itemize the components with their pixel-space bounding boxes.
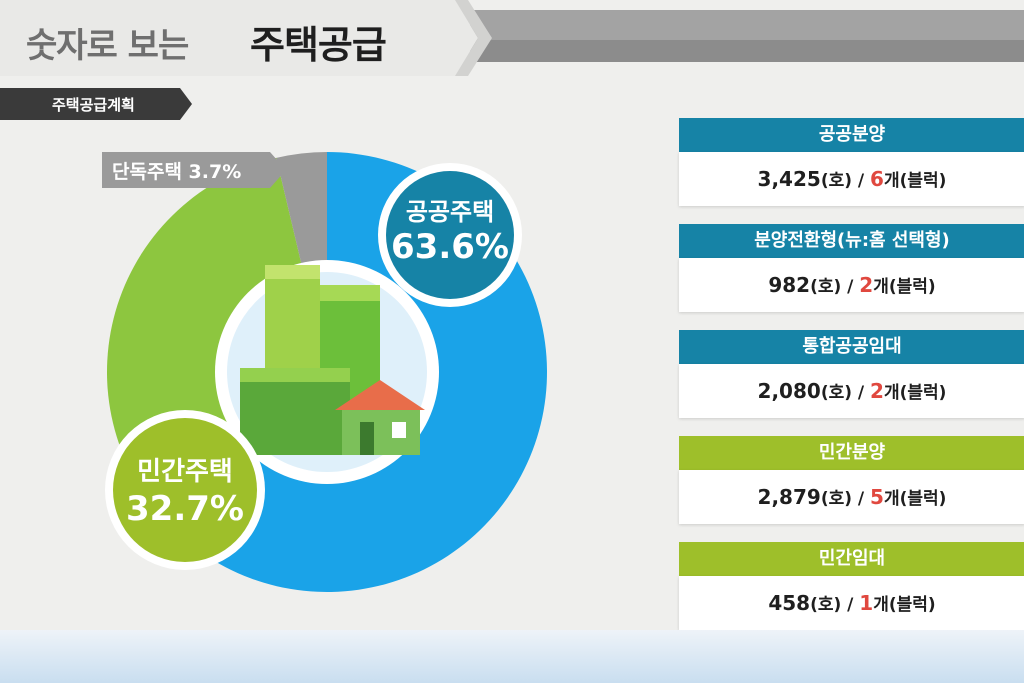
title-prefix: 숫자로 보는 [26,26,189,66]
supply-block-value: 458(호) / 1개(블럭) [679,576,1024,630]
supply-block-title: 민간임대 [679,542,1024,576]
supply-block: 공공분양 3,425(호) / 6개(블럭) [679,118,1024,206]
public-housing-percent: 63.6% [391,227,509,267]
block-count: 5 [870,485,884,509]
section-tab-shape [0,88,192,120]
section-tab: 주택공급계획 [0,88,192,120]
supply-block-value: 982(호) / 2개(블럭) [679,258,1024,312]
block-count: 2 [859,273,874,297]
block-count: 6 [870,167,884,191]
detached-housing-label: 단독주택 3.7% [112,161,241,183]
private-housing-percent: 32.7% [126,489,244,529]
count-suffix: 개(블럭) [873,595,936,615]
supply-block-value: 2,080(호) / 2개(블럭) [679,364,1024,418]
private-housing-callout: 민간주택 32.7% [105,410,265,570]
units-suffix: (호) / [820,383,871,403]
section-tab-label: 주택공급계획 [52,96,135,114]
block-count: 2 [870,379,884,403]
header-banner: 숫자로 보는 주택공급 [0,0,1024,80]
units-value: 2,080 [757,379,821,403]
supply-block-title: 민간분양 [679,436,1024,470]
supply-block-title: 공공분양 [679,118,1024,152]
units-value: 458 [768,591,811,615]
page-title: 주택공급 [250,23,387,67]
supply-block-title: 통합공공임대 [679,330,1024,364]
units-value: 982 [768,273,811,297]
units-suffix: (호) / [820,171,871,191]
units-suffix: (호) / [810,595,860,615]
housing-supply-donut-chart: 공공주택 63.6% 민간주택 32.7% 단독주택 3.7% [80,140,600,610]
units-value: 2,879 [757,485,821,509]
supply-block-title: 분양전환형(뉴:홈 선택형) [679,224,1024,258]
donut-svg: 공공주택 63.6% 민간주택 32.7% 단독주택 3.7% [102,152,547,592]
block-count: 1 [859,591,874,615]
supply-block: 민간분양 2,879(호) / 5개(블럭) [679,436,1024,524]
public-housing-callout: 공공주택 63.6% [378,163,522,307]
supply-block-value: 3,425(호) / 6개(블럭) [679,152,1024,206]
count-suffix: 개(블럭) [883,171,947,191]
supply-block: 분양전환형(뉴:홈 선택형) 982(호) / 2개(블럭) [679,224,1024,312]
detached-housing-callout: 단독주택 3.7% [102,152,286,188]
apartment-illustration [215,260,439,484]
supply-block: 민간임대 458(호) / 1개(블럭) [679,542,1024,630]
count-suffix: 개(블럭) [883,489,947,509]
count-suffix: 개(블럭) [883,383,947,403]
supply-block-value: 2,879(호) / 5개(블럭) [679,470,1024,524]
units-suffix: (호) / [810,277,860,297]
public-housing-label: 공공주택 [406,198,494,226]
floor-gradient [0,630,1024,683]
header-banner-shape [0,0,1024,76]
units-value: 3,425 [757,167,821,191]
supply-block: 통합공공임대 2,080(호) / 2개(블럭) [679,330,1024,418]
private-housing-label: 민간주택 [137,457,233,487]
units-suffix: (호) / [820,489,871,509]
count-suffix: 개(블럭) [873,277,936,297]
